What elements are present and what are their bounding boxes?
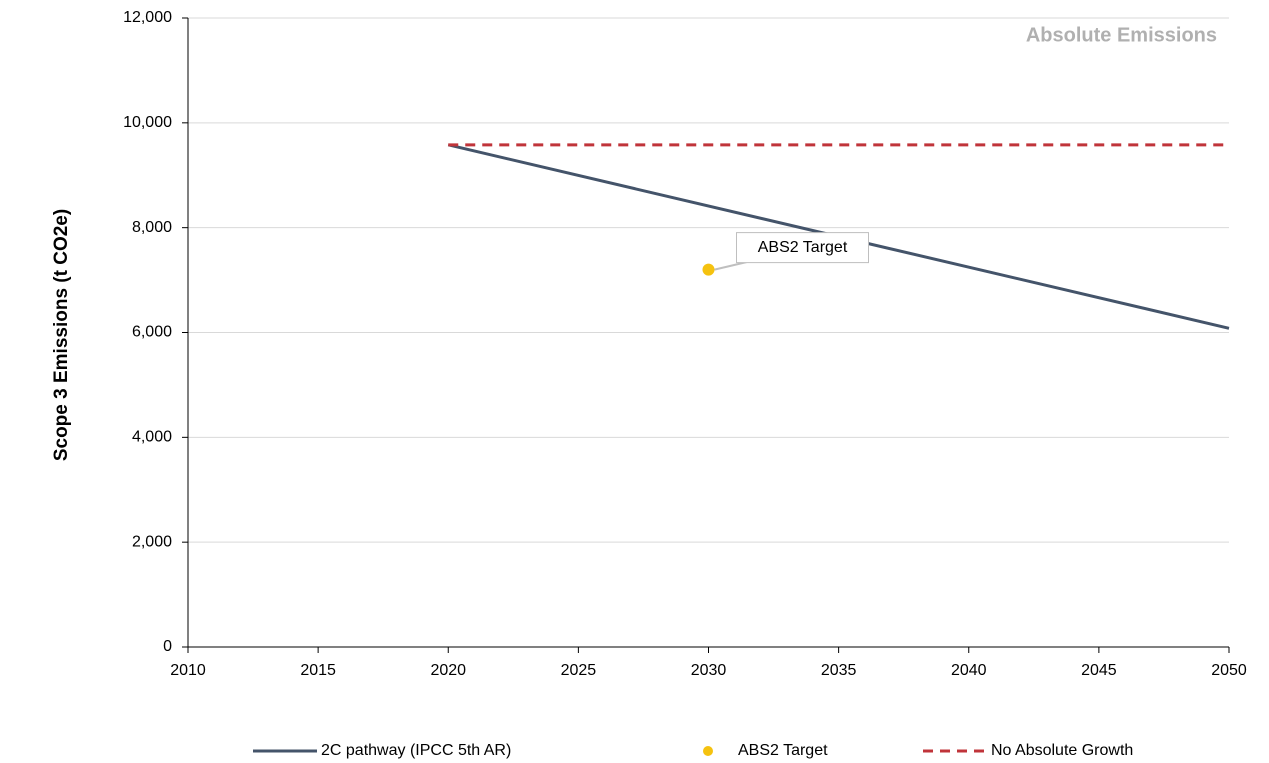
y-tick-label: 10,000	[123, 114, 172, 131]
x-tick-label: 2035	[821, 662, 857, 679]
y-tick-label: 8,000	[132, 219, 172, 236]
legend-label: 2C pathway (IPCC 5th AR)	[321, 742, 511, 759]
x-tick-label: 2015	[300, 662, 336, 679]
legend-marker	[703, 746, 713, 756]
x-tick-label: 2050	[1211, 662, 1247, 679]
legend-label: No Absolute Growth	[991, 742, 1133, 759]
x-tick-label: 2020	[430, 662, 466, 679]
y-tick-label: 2,000	[132, 533, 172, 550]
y-tick-label: 0	[163, 638, 172, 655]
chart-annotation: Absolute Emissions	[1026, 24, 1217, 46]
point	[702, 263, 715, 276]
callout-label: ABS2 Target	[758, 239, 848, 256]
x-tick-label: 2045	[1081, 662, 1117, 679]
callout-box	[736, 232, 869, 264]
y-tick-label: 6,000	[132, 324, 172, 341]
x-tick-label: 2040	[951, 662, 987, 679]
x-tick-label: 2010	[170, 662, 206, 679]
legend-label: ABS2 Target	[738, 742, 828, 759]
x-tick-label: 2025	[561, 662, 597, 679]
y-tick-label: 12,000	[123, 9, 172, 26]
y-tick-label: 4,000	[132, 429, 172, 446]
y-axis-label: Scope 3 Emissions (t CO2e)	[51, 209, 72, 461]
x-tick-label: 2030	[691, 662, 727, 679]
